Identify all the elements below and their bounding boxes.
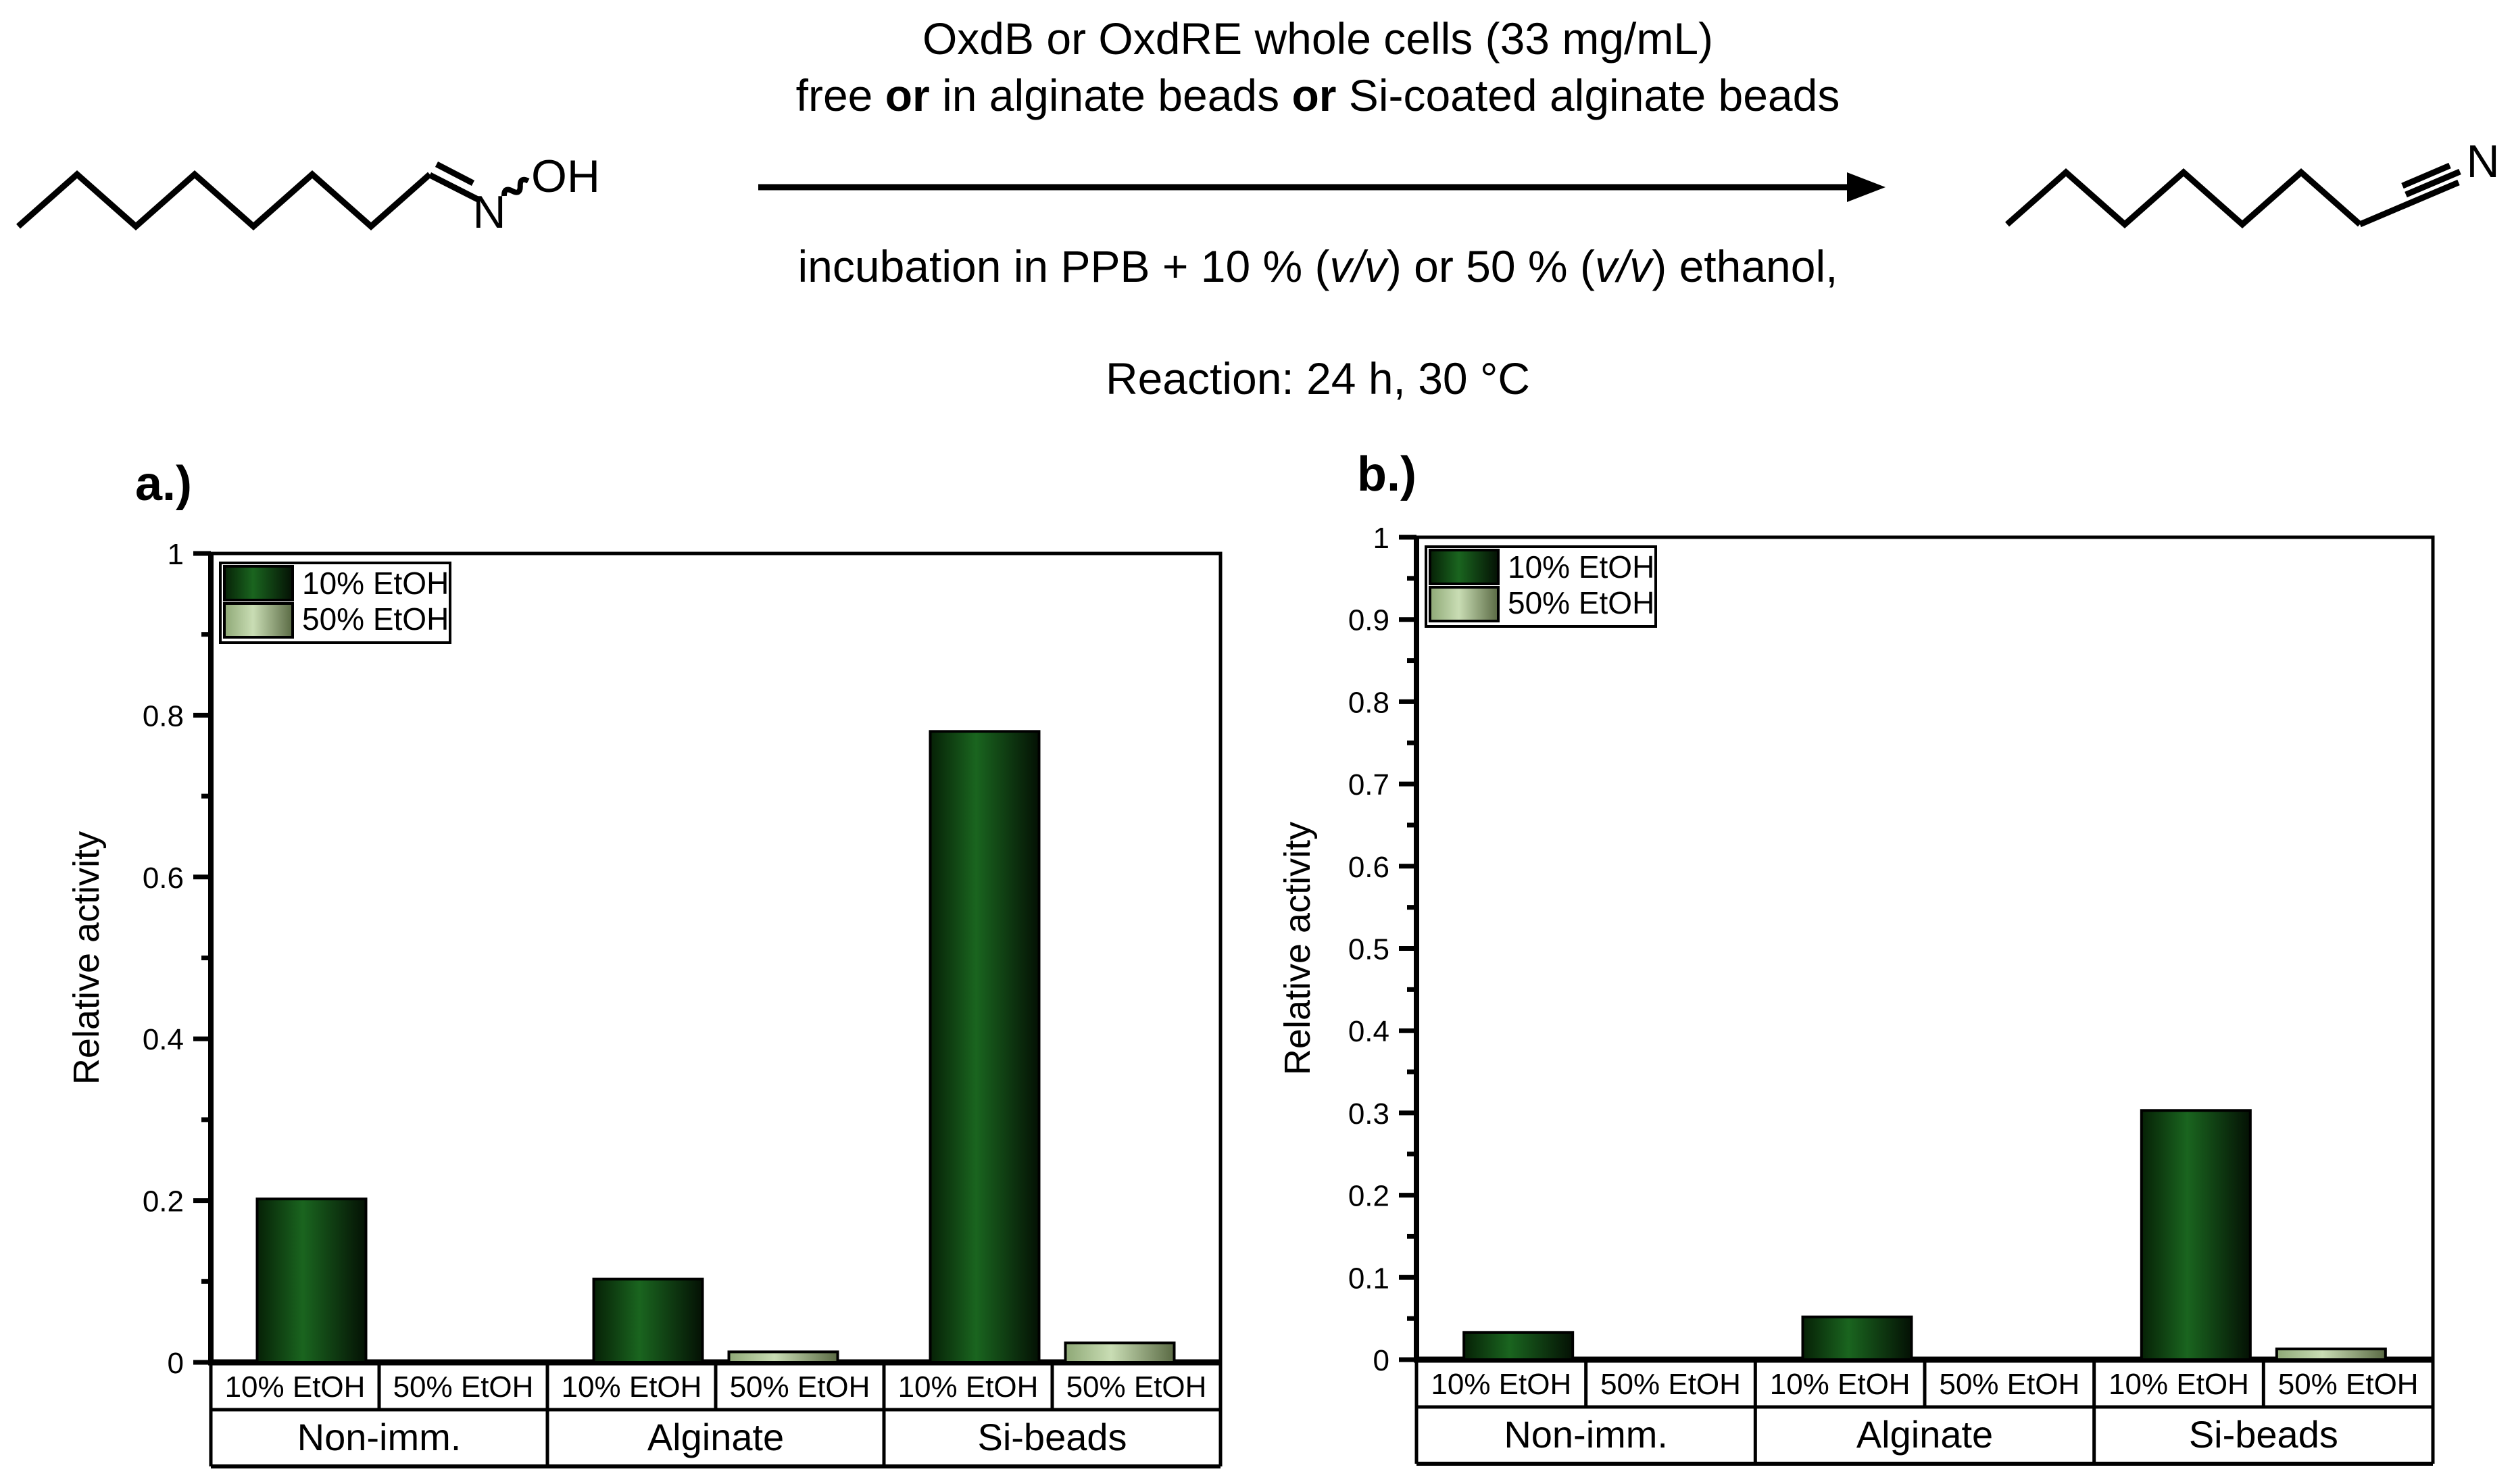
chart-panel-a: a.) 1 0.8 0.6 0.4 0.2 0 Relative activity 10% Et… <box>66 457 1223 1468</box>
y-tick-label: 0.4 <box>143 1023 184 1056</box>
y-tick-label: 0.4 <box>1348 1015 1389 1048</box>
y-axis-title: Relative activity <box>1277 822 1318 1075</box>
scheme-line3-part: ) or 50 % ( <box>1387 241 1595 291</box>
chart-panel-b: b.) 1 0.9 0.8 0.7 0.6 0.5 0.4 0.3 0.2 0.1 0 Relative… <box>1277 447 2435 1466</box>
bar-sublabel: 10% EtOH <box>2109 1368 2249 1401</box>
scheme-line2-or: or <box>1291 70 1336 120</box>
y-tick-label: 0.6 <box>143 862 184 895</box>
category-label: Si-beads <box>977 1416 1127 1458</box>
legend-label: 10% EtOH <box>302 566 449 601</box>
bar-sublabel: 10% EtOH <box>225 1370 366 1404</box>
bar-sublabel: 50% EtOH <box>730 1370 870 1404</box>
category-label: Non-imm. <box>297 1416 462 1458</box>
legend-label: 50% EtOH <box>302 601 449 637</box>
scheme-line2-part: free <box>796 70 885 120</box>
bar-sublabel: 10% EtOH <box>898 1370 1039 1404</box>
bar-si-beads-10-etoh <box>2140 1109 2252 1362</box>
cn-triple-bond-main <box>2359 179 2460 228</box>
scheme-line2-part: Si-coated alginate beads <box>1336 70 1840 120</box>
legend-swatch-50-etoh <box>223 602 294 639</box>
category-label: Alginate <box>647 1416 784 1458</box>
y-tick-label: 1 <box>168 538 184 571</box>
scheme-line2-or: or <box>885 70 930 120</box>
reaction-arrow <box>758 172 1886 202</box>
bar-sublabel: 10% EtOH <box>1770 1368 1911 1401</box>
scheme-line3-vv: v/v <box>1330 241 1389 291</box>
scheme-conditions-line4: Reaction: 24 h, 30 °C <box>1106 353 1530 403</box>
reaction-scheme: OxdB or OxdRE whole cells (33 mg/mL) fre… <box>16 14 2500 403</box>
plot-frame <box>1414 535 2435 1362</box>
scheme-line3-vv: v/v <box>1595 241 1654 291</box>
bar-si-beads-50-etoh <box>2275 1347 2387 1361</box>
y-tick-label: 0.8 <box>1348 686 1389 719</box>
bar-si-beads-50-etoh <box>1064 1341 1176 1364</box>
arrowhead-icon <box>1847 172 1886 202</box>
bar-sublabel: 10% EtOH <box>562 1370 702 1404</box>
scheme-line3-part: incubation in PPB + 10 % ( <box>798 241 1330 291</box>
alkyl-chain-bonds <box>2005 168 2362 229</box>
bar-sublabel: 50% EtOH <box>1600 1368 1741 1401</box>
bar-sublabel: 50% EtOH <box>1939 1368 2079 1401</box>
y-tick-label: 0.2 <box>1348 1180 1389 1213</box>
y-tick-label: 0 <box>1373 1344 1389 1377</box>
y-axis-title: Relative activity <box>66 831 107 1085</box>
scheme-conditions-line1: OxdB or OxdRE whole cells (33 mg/mL) <box>922 14 1713 64</box>
product-nitrile-structure: N <box>2005 136 2500 229</box>
substrate-oxime-structure: N OH <box>16 151 600 238</box>
legend-swatch-10-etoh <box>1429 549 1500 585</box>
y-tick-label: 0.2 <box>143 1185 184 1218</box>
scheme-line3-part: ) ethanol, <box>1652 241 1838 291</box>
bar-non-imm-10-etoh <box>255 1197 368 1364</box>
wavy-no-bond <box>501 176 530 197</box>
panel-label: b.) <box>1357 447 1416 501</box>
bar-sublabel: 50% EtOH <box>2278 1368 2419 1401</box>
category-label: Non-imm. <box>1504 1413 1668 1456</box>
scheme-line2-part: in alginate beads <box>930 70 1292 120</box>
y-tick-label: 0.5 <box>1348 933 1389 966</box>
bar-alginate-10-etoh <box>1801 1315 1913 1361</box>
bar-sublabel: 10% EtOH <box>1431 1368 1571 1401</box>
legend-swatch-50-etoh <box>1429 586 1500 622</box>
bar-sublabel: 50% EtOH <box>393 1370 534 1404</box>
y-tick-label: 1 <box>1373 522 1389 555</box>
cn-double-bond-inner <box>435 162 475 186</box>
panel-label: a.) <box>135 457 192 511</box>
bar-si-beads-10-etoh <box>929 730 1041 1364</box>
bar-sublabel: 50% EtOH <box>1066 1370 1207 1404</box>
category-label: Si-beads <box>2189 1413 2338 1456</box>
alkyl-chain-bonds <box>16 170 432 231</box>
y-tick-label: 0 <box>168 1347 184 1380</box>
legend-swatch-10-etoh <box>223 565 294 601</box>
cn-triple-bond-line3 <box>2401 162 2451 189</box>
bar-non-imm-10-etoh <box>1462 1331 1575 1361</box>
nitrogen-atom-label: N <box>2466 136 2499 187</box>
y-tick-label: 0.6 <box>1348 851 1389 884</box>
scheme-conditions-line3: incubation in PPB + 10 % (v/v) or 50 % (… <box>798 241 1838 291</box>
y-tick-label: 0.9 <box>1348 604 1389 637</box>
y-tick-label: 0.7 <box>1348 768 1389 801</box>
legend-label: 50% EtOH <box>1508 585 1654 620</box>
hydroxyl-group-label: OH <box>531 151 600 202</box>
legend-label: 10% EtOH <box>1508 549 1654 585</box>
y-tick-label: 0.1 <box>1348 1262 1389 1295</box>
y-tick-label: 0.8 <box>143 699 184 733</box>
category-label: Alginate <box>1856 1413 1993 1456</box>
y-tick-label: 0.3 <box>1348 1097 1389 1131</box>
cn-double-bond-main <box>428 172 480 203</box>
nitrogen-atom-label: N <box>472 187 506 238</box>
cn-triple-bond-line2 <box>2405 168 2461 198</box>
bar-alginate-50-etoh <box>727 1350 839 1364</box>
bar-alginate-10-etoh <box>592 1277 704 1364</box>
scheme-conditions-line2: free or in alginate beads or Si-coated a… <box>796 70 1840 120</box>
